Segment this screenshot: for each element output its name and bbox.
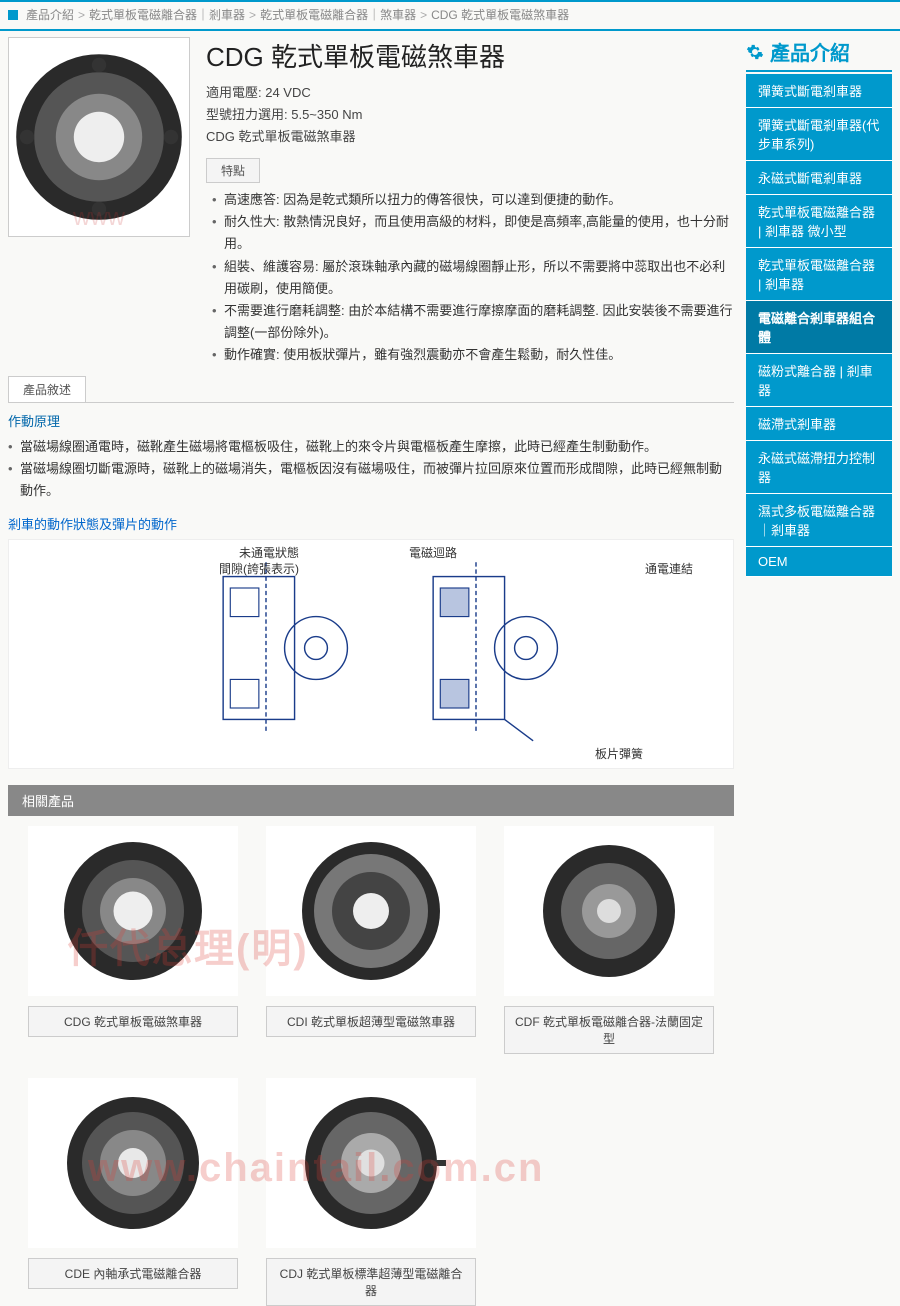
diagram-right	[386, 548, 566, 748]
principle-body: 當磁場線圈通電時，磁靴產生磁場將電樞板吸住，磁靴上的來令片與電樞板產生摩擦，此時…	[8, 436, 734, 502]
product-header: www CDG 乾式單板電磁煞車器 適用電壓: 24 VDC 型號扭力選用: 5…	[8, 37, 734, 366]
principle-title: 作動原理	[8, 411, 734, 430]
principle-line: 當磁場線圈通電時，磁靴產生磁場將電樞板吸住，磁靴上的來令片與電樞板產生摩擦，此時…	[8, 436, 734, 458]
sidebar-item[interactable]: 彈簧式斷電剎車器(代步車系列)	[746, 108, 892, 161]
related-item[interactable]: CDF 乾式單板電磁離合器-法蘭固定型	[504, 826, 714, 1054]
features-label: 特點	[206, 158, 260, 183]
diagram-section: 剎車的動作狀態及彈片的動作 未通電狀態 間隙(誇張表示) 電磁迴路 通電連結 板…	[8, 514, 734, 769]
sidebar-item[interactable]: 永磁式磁滯扭力控制器	[746, 441, 892, 494]
breadcrumb-link[interactable]: 乾式單板電磁離合器｜煞車器	[260, 6, 416, 23]
breadcrumb-sep: >	[420, 8, 427, 22]
sidebar-item[interactable]: 濕式多板電磁離合器｜剎車器	[746, 494, 892, 547]
breadcrumb-sep: >	[78, 8, 85, 22]
product-info: CDG 乾式單板電磁煞車器 適用電壓: 24 VDC 型號扭力選用: 5.5~3…	[206, 37, 734, 366]
diagram-label-energized: 通電連結	[645, 560, 693, 577]
related-grid: CDG 乾式單板電磁煞車器 CDI 乾式單板超薄型電磁煞車器 CDF 乾式單板電…	[8, 826, 734, 1306]
diagram-left	[176, 548, 356, 748]
related-thumb	[504, 826, 714, 996]
breadcrumb-divider	[0, 29, 900, 31]
spec-line: 型號扭力選用: 5.5~350 Nm	[206, 104, 734, 126]
description-divider	[8, 402, 734, 403]
sidebar-title: 產品介紹	[746, 37, 892, 72]
spec-line: 適用電壓: 24 VDC	[206, 82, 734, 104]
feature-item: 動作確實: 使用板狀彈片，雖有強烈震動亦不會產生鬆動，耐久性佳。	[212, 344, 734, 366]
related-item[interactable]: CDI 乾式單板超薄型電磁煞車器	[266, 826, 476, 1054]
gear-icon	[746, 43, 764, 61]
sidebar: 產品介紹 彈簧式斷電剎車器 彈簧式斷電剎車器(代步車系列) 永磁式斷電剎車器 乾…	[746, 37, 892, 1306]
sidebar-item[interactable]: 永磁式斷電剎車器	[746, 161, 892, 195]
related-label: CDI 乾式單板超薄型電磁煞車器	[266, 1006, 476, 1037]
sidebar-item[interactable]: 磁粉式離合器 | 剎車器	[746, 354, 892, 407]
breadcrumb: 產品介紹 > 乾式單板電磁離合器｜剎車器 > 乾式單板電磁離合器｜煞車器 > C…	[0, 0, 900, 27]
product-image: www	[8, 37, 190, 237]
sidebar-item[interactable]: 彈簧式斷電剎車器	[746, 74, 892, 108]
features-list: 高速應答: 因為是乾式類所以扭力的傳答很快，可以達到便捷的動作。 耐久性大: 散…	[206, 189, 734, 366]
sidebar-item-active[interactable]: 電磁離合剎車器組合體	[746, 301, 892, 354]
feature-item: 不需要進行磨耗調整: 由於本結構不需要進行摩擦摩面的磨耗調整. 因此安裝後不需要…	[212, 300, 734, 344]
sidebar-item[interactable]: 磁滯式剎車器	[746, 407, 892, 441]
main-content: www CDG 乾式單板電磁煞車器 適用電壓: 24 VDC 型號扭力選用: 5…	[8, 37, 734, 1306]
sidebar-item[interactable]: 乾式單板電磁離合器 | 剎車器 微小型	[746, 195, 892, 248]
related-label: CDE 內軸承式電磁離合器	[28, 1258, 238, 1289]
related-thumb	[28, 826, 238, 996]
feature-item: 高速應答: 因為是乾式類所以扭力的傳答很快，可以達到便捷的動作。	[212, 189, 734, 211]
related-item[interactable]: CDE 內軸承式電磁離合器	[28, 1078, 238, 1306]
breadcrumb-sep: >	[249, 8, 256, 22]
product-title: CDG 乾式單板電磁煞車器	[206, 37, 734, 74]
related-label: CDJ 乾式單板標準超薄型電磁離合器	[266, 1258, 476, 1306]
related-item[interactable]: CDJ 乾式單板標準超薄型電磁離合器	[266, 1078, 476, 1306]
diagram-label-spring: 板片彈簧	[595, 745, 643, 762]
diagram-label-gap: 間隙(誇張表示)	[219, 560, 299, 577]
breadcrumb-link[interactable]: 乾式單板電磁離合器｜剎車器	[89, 6, 245, 23]
related-label: CDF 乾式單板電磁離合器-法蘭固定型	[504, 1006, 714, 1054]
feature-item: 組裝、維護容易: 屬於滾珠軸承內藏的磁場線圈靜止形，所以不需要將中蕊取出也不必利…	[212, 256, 734, 300]
diagram-area: 未通電狀態 間隙(誇張表示) 電磁迴路 通電連結 板片彈簧	[8, 539, 734, 769]
spec-line: CDG 乾式單板電磁煞車器	[206, 126, 734, 148]
diagram-label-circuit: 電磁迴路	[409, 544, 457, 561]
breadcrumb-bullet	[8, 10, 18, 20]
sidebar-item[interactable]: OEM	[746, 547, 892, 577]
description-tab[interactable]: 產品敘述	[8, 376, 86, 402]
feature-item: 耐久性大: 散熱情況良好，而且使用高級的材料，即使是高頻率,高能量的使用，也十分…	[212, 211, 734, 255]
related-header: 相關產品	[8, 785, 734, 816]
sidebar-title-text: 產品介紹	[770, 37, 850, 66]
related-item[interactable]: CDG 乾式單板電磁煞車器	[28, 826, 238, 1054]
related-label: CDG 乾式單板電磁煞車器	[28, 1006, 238, 1037]
related-thumb	[266, 826, 476, 996]
principle-line: 當磁場線圈切斷電源時，磁靴上的磁場消失，電樞板因沒有磁場吸住，而被彈片拉回原來位…	[8, 458, 734, 502]
breadcrumb-link[interactable]: 產品介紹	[26, 6, 74, 23]
sidebar-nav: 彈簧式斷電剎車器 彈簧式斷電剎車器(代步車系列) 永磁式斷電剎車器 乾式單板電磁…	[746, 74, 892, 577]
sidebar-item[interactable]: 乾式單板電磁離合器 | 剎車器	[746, 248, 892, 301]
related-thumb	[28, 1078, 238, 1248]
diagram-label-not-energized: 未通電狀態	[239, 544, 299, 561]
diagram-caption: 剎車的動作狀態及彈片的動作	[8, 514, 734, 533]
related-thumb	[266, 1078, 476, 1248]
product-illustration	[9, 47, 189, 227]
breadcrumb-current: CDG 乾式單板電磁煞車器	[431, 6, 569, 23]
